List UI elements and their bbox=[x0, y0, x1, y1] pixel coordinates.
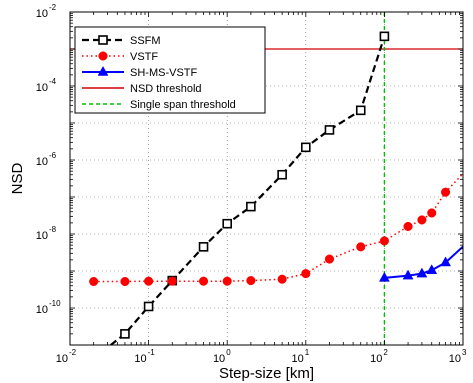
plot-frame bbox=[69, 11, 464, 346]
y-tick-label: 10-6 bbox=[36, 151, 57, 168]
data-point bbox=[355, 105, 366, 116]
x-tick-base: 10 bbox=[370, 353, 382, 365]
data-point bbox=[403, 221, 413, 231]
y-tick-exponent: -2 bbox=[49, 3, 57, 12]
data-point bbox=[246, 276, 256, 286]
y-tick-exponent: -8 bbox=[49, 225, 57, 234]
data-point bbox=[379, 236, 389, 246]
x-tick-exponent: -1 bbox=[148, 348, 156, 357]
data-point bbox=[402, 269, 414, 280]
legend-entry: Single span threshold bbox=[82, 99, 236, 111]
x-tick-label: 100 bbox=[213, 348, 231, 365]
legend-marker bbox=[97, 65, 109, 76]
data-point bbox=[416, 267, 428, 278]
x-tick-label: 102 bbox=[370, 348, 388, 365]
legend-marker bbox=[98, 35, 108, 45]
series-line bbox=[384, 245, 463, 279]
data-point bbox=[465, 163, 473, 172]
data-point bbox=[246, 201, 256, 212]
tick-labels: 10-210-110010110210310-1010-810-610-410-… bbox=[36, 3, 467, 365]
data-point bbox=[440, 256, 451, 267]
x-tick-label: 10-2 bbox=[56, 348, 77, 365]
data-point bbox=[277, 274, 287, 284]
data-point bbox=[324, 125, 335, 135]
data-point bbox=[301, 269, 311, 279]
x-tick-exponent: -2 bbox=[69, 348, 77, 357]
y-tick-label: 10-2 bbox=[36, 3, 57, 20]
data-point bbox=[464, 235, 473, 244]
y-tick-exponent: -10 bbox=[49, 299, 61, 308]
data-point bbox=[417, 215, 427, 225]
series-vstf bbox=[89, 163, 473, 287]
y-tick-exponent: -6 bbox=[49, 151, 57, 160]
x-tick-base: 10 bbox=[56, 353, 68, 365]
legend-label: Single span threshold bbox=[130, 99, 236, 111]
y-tick-label: 10-4 bbox=[36, 77, 57, 94]
x-tick-base: 10 bbox=[213, 353, 225, 365]
data-point bbox=[222, 218, 232, 229]
data-point bbox=[300, 142, 311, 153]
y-tick-exponent: -4 bbox=[49, 77, 57, 86]
y-tick-base: 10 bbox=[36, 304, 48, 316]
x-axis-label: Step-size [km] bbox=[219, 365, 314, 382]
data-point bbox=[144, 276, 154, 286]
data-point bbox=[324, 254, 335, 264]
legend-entry: SH-MS-VSTF bbox=[82, 65, 198, 79]
legend-entry: SSFM bbox=[82, 35, 161, 47]
data-point bbox=[167, 276, 177, 286]
x-tick-exponent: 0 bbox=[226, 348, 231, 357]
legend-marker bbox=[98, 51, 108, 61]
data-point bbox=[89, 276, 99, 287]
data-point bbox=[120, 329, 130, 339]
series-sh-ms-vstf bbox=[378, 235, 473, 282]
legend-entry: NSD threshold bbox=[82, 83, 202, 95]
x-tick-base: 10 bbox=[292, 353, 304, 365]
x-tick-exponent: 3 bbox=[462, 348, 467, 357]
y-tick-base: 10 bbox=[36, 82, 48, 94]
y-tick-label: 10-8 bbox=[36, 225, 57, 242]
data-point bbox=[222, 276, 232, 286]
data-point bbox=[120, 276, 130, 287]
data-point bbox=[198, 276, 209, 286]
x-tick-base: 10 bbox=[449, 353, 461, 365]
y-axis-label: NSD bbox=[9, 162, 26, 194]
data-point bbox=[356, 242, 366, 252]
data-point bbox=[426, 264, 438, 274]
data-point bbox=[143, 301, 154, 312]
x-tick-exponent: 2 bbox=[383, 348, 388, 357]
data-point bbox=[198, 242, 209, 252]
legend-label: SH-MS-VSTF bbox=[130, 67, 198, 79]
x-tick-label: 101 bbox=[292, 348, 310, 365]
y-tick-base: 10 bbox=[36, 230, 48, 242]
y-tick-label: 10-10 bbox=[36, 299, 61, 316]
legend: SSFM VSTF SH-MS-VSTF NSD threshold Single sp… bbox=[74, 26, 266, 114]
data-point bbox=[441, 187, 451, 197]
x-tick-label: 103 bbox=[449, 348, 467, 365]
legend-label: VSTF bbox=[130, 51, 158, 63]
x-tick-base: 10 bbox=[134, 353, 146, 365]
legend-label: NSD threshold bbox=[130, 83, 202, 95]
y-tick-base: 10 bbox=[36, 8, 48, 20]
x-tick-exponent: 1 bbox=[305, 348, 310, 357]
legend-label: SSFM bbox=[130, 35, 161, 47]
data-point bbox=[277, 169, 287, 180]
ticks bbox=[69, 11, 463, 346]
data-point bbox=[378, 271, 390, 282]
data-point bbox=[427, 208, 437, 218]
y-tick-base: 10 bbox=[36, 156, 48, 168]
data-point bbox=[379, 31, 390, 42]
series-layer bbox=[89, 31, 473, 345]
legend-entry: VSTF bbox=[82, 51, 158, 63]
x-tick-label: 10-1 bbox=[134, 348, 155, 365]
